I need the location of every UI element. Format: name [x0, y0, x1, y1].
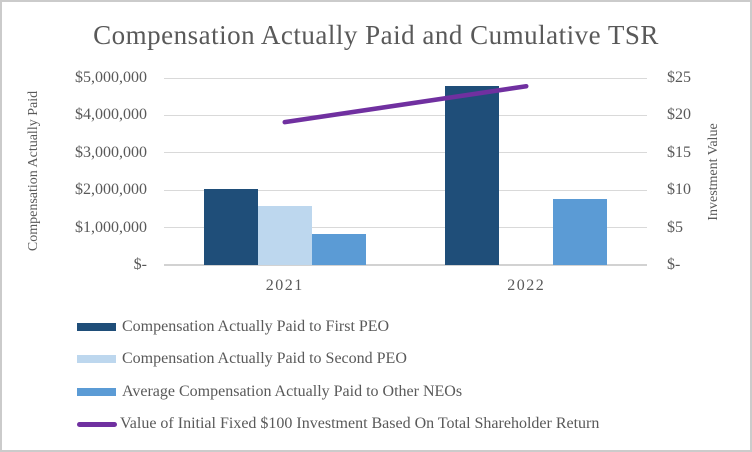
legend-swatch-second-peo — [77, 355, 116, 363]
bar-series3-2021 — [311, 233, 366, 265]
legend-label-second-peo: Compensation Actually Paid to Second PEO — [122, 350, 407, 367]
left-axis-tick-label: $3,000,000 — [75, 143, 147, 161]
x-axis-baseline — [164, 264, 647, 266]
left-axis-tick-label: $- — [133, 256, 147, 273]
left-axis-tick-label: $4,000,000 — [75, 106, 147, 124]
gridline — [164, 152, 647, 154]
left-axis-tick-label: $1,000,000 — [75, 218, 147, 236]
x-axis-label-2021: 2021 — [265, 277, 304, 294]
gridline — [164, 77, 647, 79]
legend: Compensation Actually Paid to First PEO … — [77, 318, 599, 448]
left-axis-title: Compensation Actually Paid — [26, 90, 41, 252]
legend-swatch-tsr-line — [77, 421, 117, 427]
legend-item-tsr-line: Value of Initial Fixed $100 Investment B… — [77, 415, 600, 433]
right-axis-tick-label: $10 — [667, 181, 691, 199]
legend-label-tsr-line: Value of Initial Fixed $100 Investment B… — [120, 415, 600, 432]
legend-item-other-neos: Average Compensation Actually Paid to Ot… — [77, 383, 599, 400]
left-axis-tick-label: $5,000,000 — [75, 69, 147, 86]
legend-swatch-other-neos — [77, 387, 116, 396]
right-axis-tick-label: $- — [667, 256, 681, 273]
bar-series1-2021 — [203, 188, 258, 265]
bar-series1-2022 — [445, 85, 500, 265]
chart-title: Compensation Actually Paid and Cumulativ… — [93, 20, 659, 50]
legend-label-other-neos: Average Compensation Actually Paid to Ot… — [122, 382, 463, 400]
left-axis-tick-label: $2,000,000 — [75, 181, 147, 199]
gridline — [164, 114, 647, 116]
bar-series3-2022 — [553, 198, 608, 265]
gridline — [164, 189, 647, 191]
right-axis-tick-label: $5 — [667, 218, 683, 236]
bar-series2-2021 — [257, 206, 312, 265]
legend-label-first-peo: Compensation Actually Paid to First PEO — [122, 317, 390, 335]
plot-area — [164, 77, 647, 266]
right-axis-title: Investment Value — [706, 123, 721, 221]
right-axis-tick-label: $25 — [667, 69, 691, 86]
legend-swatch-first-peo — [77, 322, 116, 331]
gridline — [164, 227, 647, 229]
right-axis-tick-label: $20 — [667, 106, 691, 124]
x-axis-label-2022: 2022 — [507, 277, 546, 294]
legend-item-first-peo: Compensation Actually Paid to First PEO — [77, 318, 599, 335]
legend-item-second-peo: Compensation Actually Paid to Second PEO — [77, 350, 599, 368]
right-axis-tick-label: $15 — [667, 143, 691, 161]
